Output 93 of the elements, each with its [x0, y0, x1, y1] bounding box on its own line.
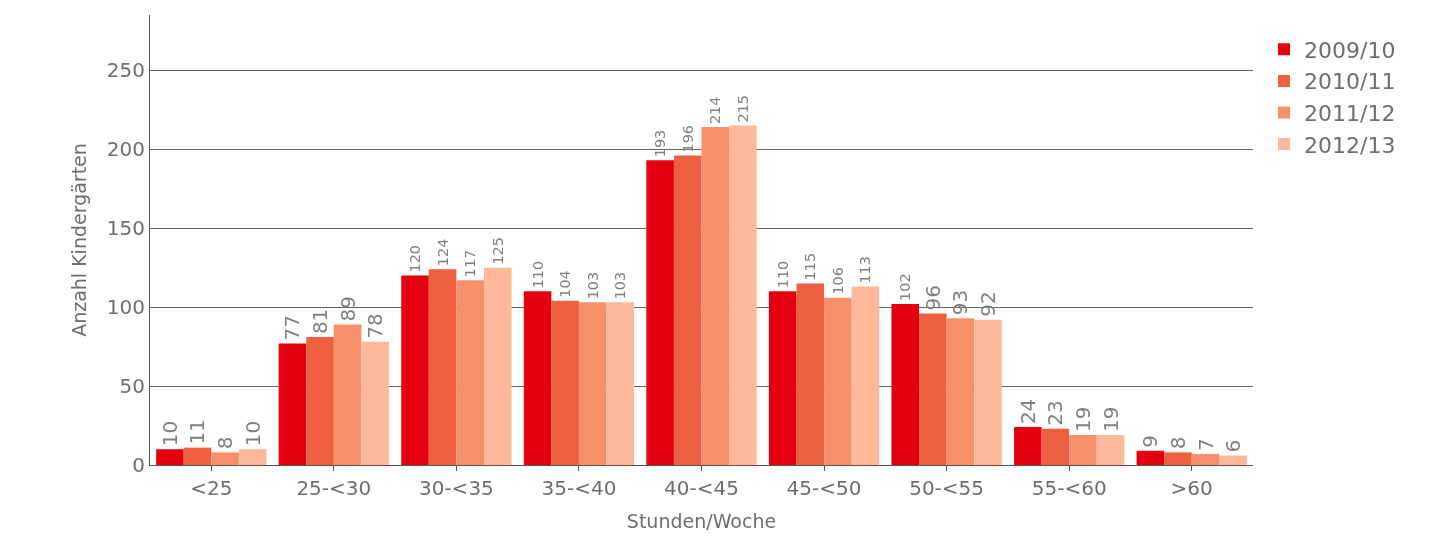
data-label: 117	[462, 249, 479, 278]
data-label: 8	[1165, 436, 1190, 450]
bar	[824, 297, 852, 465]
bar	[551, 300, 579, 465]
y-tick-label: 250	[106, 58, 145, 83]
data-label: 19	[1098, 406, 1123, 432]
data-label: 93	[948, 289, 973, 316]
bar	[1096, 435, 1125, 465]
y-tick-label: 0	[132, 453, 145, 477]
x-tick-label: 45-<50	[786, 476, 862, 500]
data-label: 7	[1193, 438, 1218, 451]
bar	[673, 155, 702, 465]
data-label: 24	[1015, 398, 1040, 425]
bar	[1164, 452, 1192, 465]
data-label: 214	[707, 96, 724, 125]
data-label: 10	[240, 420, 265, 447]
data-label: 92	[975, 291, 1000, 317]
data-label: 106	[829, 267, 846, 295]
data-label: 103	[612, 271, 629, 300]
bar	[1191, 453, 1220, 465]
x-tick-label: <25	[190, 476, 233, 500]
y-tick-label: 200	[106, 137, 145, 162]
bar	[456, 280, 484, 465]
data-label: 103	[584, 271, 601, 300]
bar	[851, 286, 880, 465]
bar	[919, 313, 947, 465]
bar	[1136, 450, 1165, 465]
data-label: 113	[857, 256, 874, 284]
legend-label: 2010/11	[1304, 69, 1396, 95]
data-label: 110	[774, 260, 791, 289]
x-tick-label: 25-<30	[296, 476, 372, 500]
y-tick-label: 50	[119, 374, 145, 399]
x-tick-label: 55-<60	[1031, 476, 1107, 500]
bar	[183, 447, 212, 465]
bar	[701, 127, 730, 465]
data-label: 104	[557, 270, 574, 298]
bar	[891, 303, 920, 465]
data-label: 77	[280, 314, 305, 341]
data-label: 78	[363, 313, 388, 339]
data-label: 6	[1221, 439, 1246, 453]
bar	[1219, 455, 1247, 465]
bar	[156, 449, 184, 465]
data-label: 124	[434, 238, 451, 267]
data-label: 120	[407, 244, 424, 273]
bar	[211, 452, 239, 465]
data-label: 193	[652, 129, 669, 158]
bar	[729, 125, 757, 465]
data-label: 11	[185, 419, 210, 445]
legend-label: 2012/13	[1304, 132, 1396, 158]
data-label: 115	[802, 252, 819, 281]
bar	[946, 318, 975, 465]
legend-label: 2009/10	[1304, 37, 1396, 63]
data-label: 110	[529, 260, 546, 289]
data-label: 89	[335, 296, 360, 322]
bar	[278, 343, 307, 465]
y-axis-title: Anzahl Kindergärten	[67, 143, 90, 337]
data-label: 96	[920, 284, 945, 311]
bar	[361, 341, 389, 465]
bar	[483, 267, 512, 465]
data-label: 8	[213, 436, 238, 450]
data-label: 19	[1070, 406, 1095, 432]
bar	[606, 302, 635, 465]
bar	[1041, 428, 1070, 465]
data-label: 9	[1138, 435, 1163, 448]
bar	[523, 291, 552, 465]
bar	[306, 337, 334, 465]
data-label: 102	[897, 273, 914, 301]
bar	[428, 269, 457, 465]
y-tick-label: 100	[106, 295, 145, 320]
x-tick-label: >60	[1170, 476, 1213, 500]
bar	[1014, 427, 1042, 465]
x-tick-label: 35-<40	[541, 476, 617, 500]
x-tick-label: 30-<35	[418, 476, 494, 500]
legend-label: 2011/12	[1304, 101, 1396, 127]
bar	[333, 324, 362, 465]
bar	[578, 302, 607, 465]
bar	[796, 283, 825, 465]
bar	[646, 160, 674, 465]
x-axis-title: Stunden/Woche	[626, 509, 777, 532]
data-label: 215	[734, 94, 751, 123]
data-label: 23	[1043, 400, 1068, 426]
bar	[1069, 435, 1097, 465]
x-tick-label: 40-<45	[664, 476, 739, 500]
y-tick-label: 150	[106, 216, 145, 241]
bar	[401, 275, 429, 465]
bar	[768, 291, 797, 465]
bar	[974, 319, 1002, 465]
data-label: 81	[308, 308, 333, 335]
data-label: 196	[679, 124, 696, 153]
data-label: 10	[157, 420, 182, 447]
x-tick-label: 50-<55	[909, 476, 985, 500]
data-label: 125	[489, 237, 506, 265]
bar	[238, 449, 267, 465]
